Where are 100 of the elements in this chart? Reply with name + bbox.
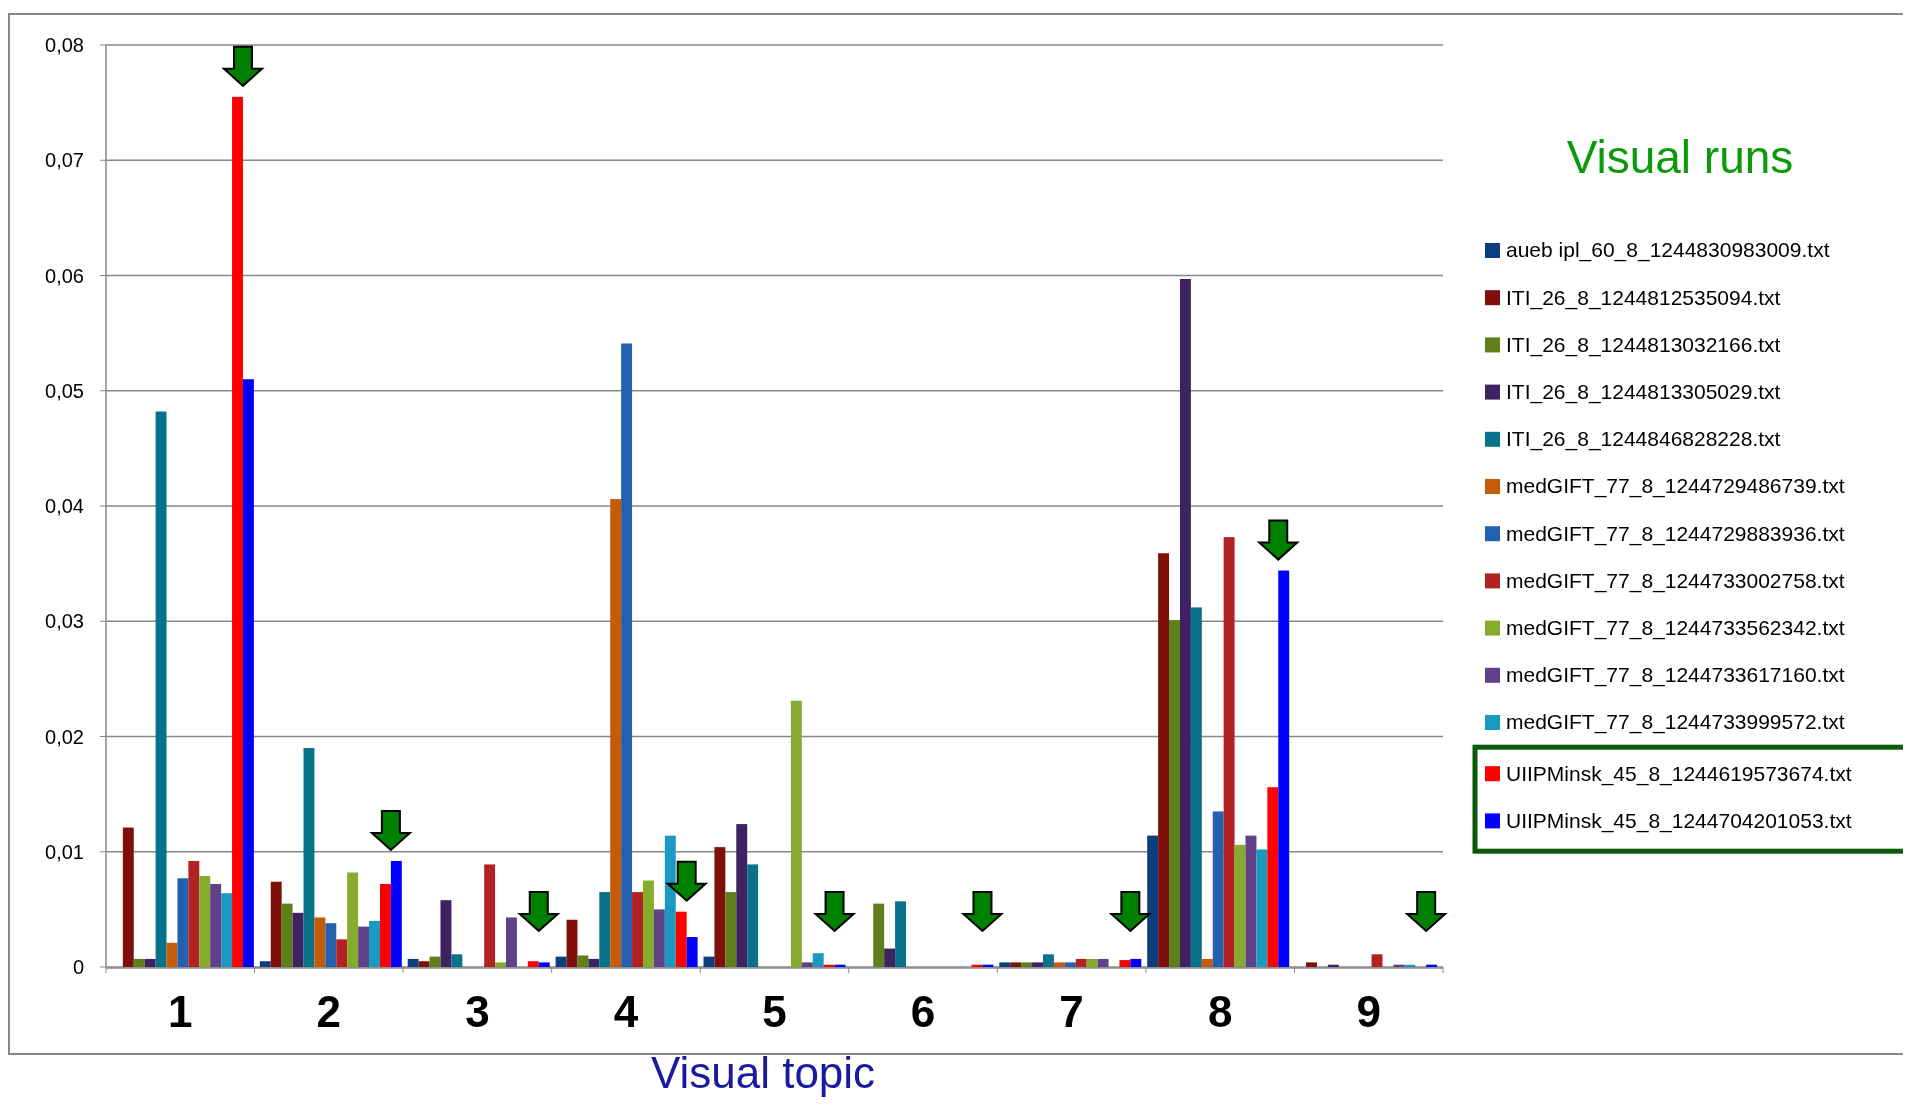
bar: [895, 901, 907, 967]
bar: [801, 962, 813, 967]
bar: [812, 953, 824, 967]
bar: [369, 920, 380, 967]
legend-label: aueb ipl_60_8_1244830983009.txt: [1506, 238, 1830, 263]
bar: [221, 893, 233, 967]
bar: [292, 912, 304, 967]
bar: [653, 909, 665, 967]
bar: [566, 919, 578, 967]
bar: [281, 903, 293, 967]
bar: [1053, 962, 1065, 967]
x-tick-label: 7: [1059, 987, 1084, 1036]
bar: [1306, 962, 1317, 967]
bar: [1097, 958, 1109, 967]
bar: [725, 892, 737, 967]
bar: [1147, 835, 1159, 967]
bar: [303, 748, 315, 967]
bar: [1064, 962, 1076, 967]
y-tick-label: 0: [72, 956, 84, 978]
bar: [790, 700, 802, 967]
bar: [599, 892, 611, 967]
bar: [166, 942, 178, 967]
bar: [747, 864, 759, 967]
legend-label: medGIFT_77_8_1244733617160.txt: [1506, 663, 1845, 688]
y-tick-label: 0,08: [45, 34, 84, 56]
legend-label: UIIPMinsk_45_8_1244704201053.txt: [1506, 808, 1852, 833]
bar: [1278, 570, 1290, 967]
bar: [1212, 811, 1224, 967]
x-tick-label: 9: [1356, 987, 1381, 1036]
bar: [1130, 958, 1142, 967]
bar: [232, 96, 243, 967]
legend-label: medGIFT_77_8_1244733562342.txt: [1506, 615, 1845, 640]
bar: [884, 948, 896, 967]
bar: [555, 956, 567, 967]
bar: [1032, 962, 1043, 967]
bar: [440, 900, 452, 967]
bar: [610, 499, 622, 967]
legend-title: Visual runs: [1566, 131, 1794, 183]
bar: [1158, 553, 1170, 967]
bar: [714, 847, 726, 967]
x-axis-title: Visual topic: [650, 1048, 876, 1097]
bar: [210, 884, 222, 967]
bar: [451, 954, 463, 967]
bar: [999, 962, 1011, 967]
bar: [1021, 962, 1033, 967]
bar: [1075, 958, 1087, 967]
bar: [506, 917, 517, 967]
bar: [407, 958, 419, 967]
legend-label: UIIPMinsk_45_8_1244619573674.txt: [1506, 761, 1852, 786]
legend-label: medGIFT_77_8_1244729883936.txt: [1506, 521, 1845, 546]
bar: [588, 958, 600, 967]
bar: [1179, 278, 1191, 967]
bar: [664, 835, 676, 967]
bar: [577, 955, 589, 967]
bar: [1256, 849, 1268, 967]
bar: [314, 917, 326, 967]
legend-label: medGIFT_77_8_1244733999572.txt: [1506, 710, 1845, 735]
bar: [632, 892, 643, 967]
x-tick-label: 6: [910, 987, 936, 1036]
bar: [133, 958, 145, 967]
bar: [1371, 954, 1383, 967]
bar: [347, 872, 359, 967]
bar: [484, 864, 496, 967]
bar: [188, 860, 200, 967]
bar: [1086, 958, 1098, 967]
bar: [379, 884, 391, 967]
legend-label: medGIFT_77_8_1244729486739.txt: [1506, 474, 1845, 499]
y-tick-label: 0,07: [45, 149, 84, 172]
bar: [259, 961, 271, 967]
bar: [325, 923, 337, 967]
bar: [1201, 958, 1213, 967]
x-tick-label: 8: [1207, 987, 1233, 1036]
bar: [621, 343, 633, 967]
y-tick-label: 0,05: [45, 379, 84, 402]
bar: [177, 878, 189, 967]
bar: [336, 939, 348, 967]
y-tick-label: 0,04: [45, 495, 84, 517]
bar: [418, 961, 430, 967]
bar: [199, 875, 211, 967]
legend-label: medGIFT_77_8_1244733002758.txt: [1506, 568, 1845, 593]
bar: [1245, 835, 1257, 967]
x-tick-label: 5: [762, 987, 787, 1036]
legend-label: ITI_26_8_1244812535094.txt: [1506, 285, 1781, 310]
y-tick-label: 0,03: [45, 610, 84, 633]
bar: [1234, 844, 1246, 967]
bar: [1042, 954, 1054, 967]
bar: [1267, 787, 1279, 967]
bar: [358, 926, 370, 967]
bar: [675, 911, 687, 967]
bar: [1190, 607, 1202, 967]
legend-label: ITI_26_8_1244813032166.txt: [1506, 332, 1781, 357]
bar: [390, 860, 402, 967]
bar: [736, 824, 748, 967]
bar: [155, 411, 167, 967]
bar: [642, 880, 654, 967]
bar: [1119, 960, 1131, 967]
x-tick-label: 2: [316, 987, 342, 1036]
y-tick-label: 0,02: [45, 725, 84, 748]
bar: [1169, 620, 1180, 967]
x-tick-label: 1: [168, 987, 193, 1036]
